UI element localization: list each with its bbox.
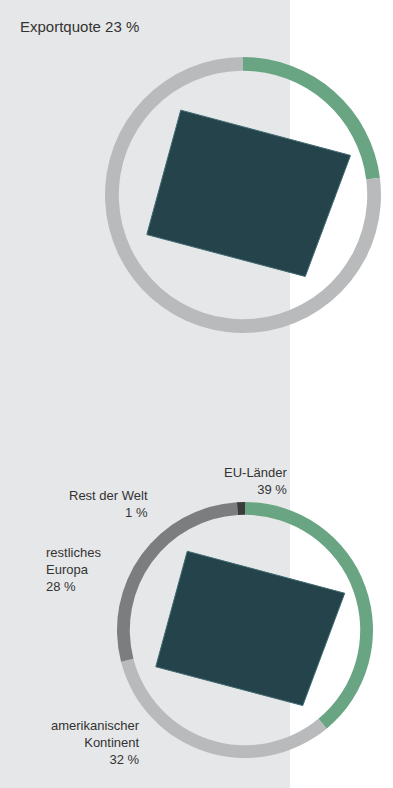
svg-text:amerikanischerKontinent32 %: amerikanischerKontinent32 %	[51, 718, 140, 767]
svg-text:restlichesEuropa28 %: restlichesEuropa28 %	[46, 545, 101, 594]
svg-text:EU-Länder39 %: EU-Länder39 %	[224, 465, 288, 497]
svg-text:Rest der Welt1 %: Rest der Welt1 %	[69, 488, 148, 520]
svg-text:Exportquote 23 %: Exportquote 23 %	[20, 18, 139, 35]
